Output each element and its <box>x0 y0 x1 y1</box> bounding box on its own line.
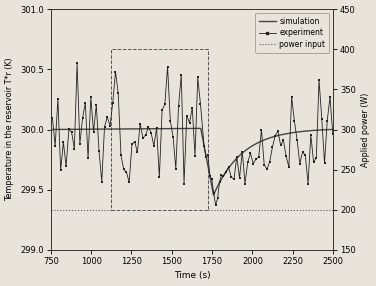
X-axis label: Time (s): Time (s) <box>174 271 210 281</box>
Bar <box>111 49 208 210</box>
Y-axis label: Temperature in the reservoir T*r (K): Temperature in the reservoir T*r (K) <box>6 58 15 201</box>
Y-axis label: Applied power (W): Applied power (W) <box>361 92 370 167</box>
Legend: simulation, experiment, power input: simulation, experiment, power input <box>255 13 329 53</box>
